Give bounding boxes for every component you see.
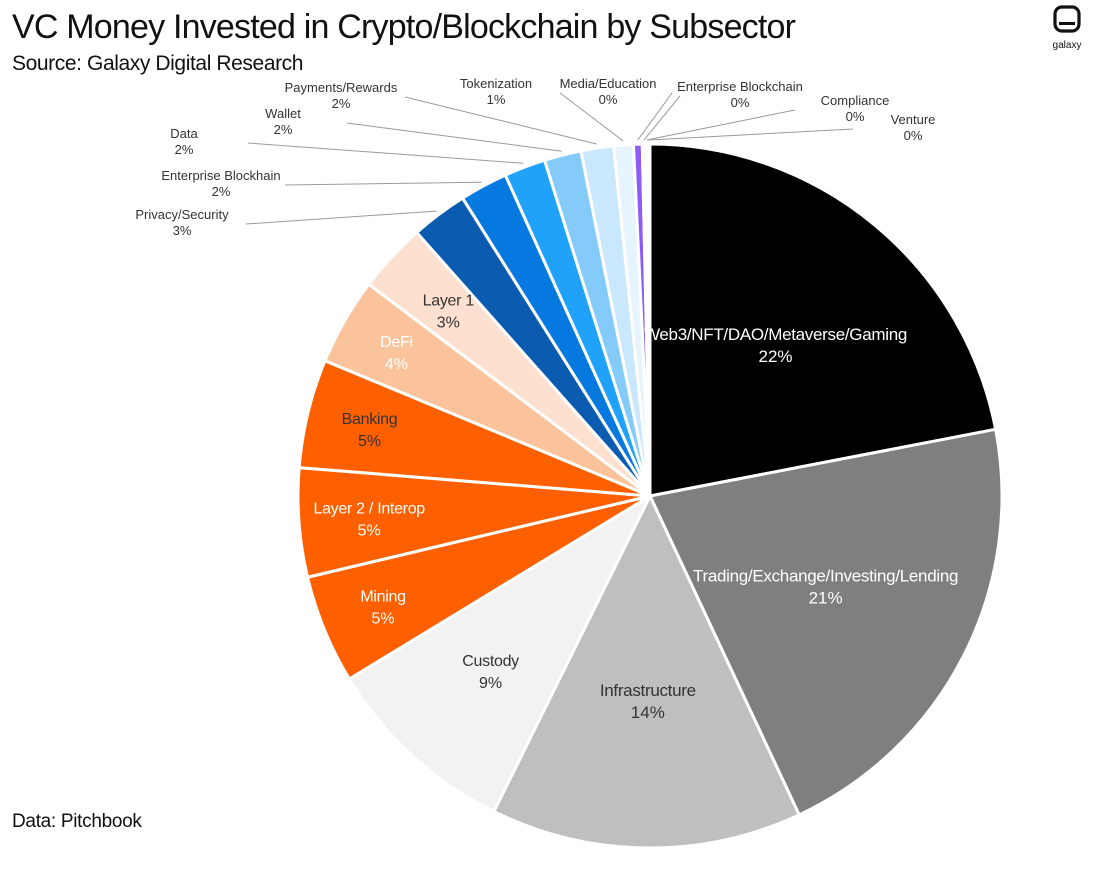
slice-label-media-education: Media/Education xyxy=(560,76,657,91)
slice-value-infrastructure: 14% xyxy=(631,703,665,722)
slice-label-defi: DeFi xyxy=(380,334,413,351)
slice-label-infrastructure: Infrastructure xyxy=(600,681,696,700)
slice-label-privacy-security: Privacy/Security xyxy=(135,207,229,222)
pie-slice-web3-nft-dao-metaverse-gaming xyxy=(648,142,998,498)
slice-value-payments-rewards: 2% xyxy=(332,96,351,111)
slice-label-tokenization: Tokenization xyxy=(460,76,532,91)
pie-slice-custody xyxy=(347,494,652,813)
slice-value-enterprise-blockhain: 2% xyxy=(212,184,231,199)
leader-line-data xyxy=(247,142,524,164)
slice-label-payments-rewards: Payments/Rewards xyxy=(285,80,398,95)
slice-value-venture: 0% xyxy=(904,128,923,143)
slice-value-wallet: 2% xyxy=(274,122,293,137)
pie-slice-venture xyxy=(646,142,652,498)
chart-subtitle: Source: Galaxy Digital Research xyxy=(12,52,304,75)
slice-label-layer-2-interop: Layer 2 / Interop xyxy=(313,500,425,517)
slice-label-enterprise-blockhain: Enterprise Blockhain xyxy=(161,168,280,183)
galaxy-logo: galaxy xyxy=(1050,4,1084,51)
slice-value-enterprise-blockchain: 0% xyxy=(731,95,750,110)
pie-slice-infrastructure xyxy=(492,494,801,850)
leader-line-privacy-security xyxy=(245,210,437,225)
leader-line-enterprise-blockhain xyxy=(284,181,482,186)
slice-label-custody: Custody xyxy=(462,653,519,670)
galaxy-logo-icon xyxy=(1053,5,1081,33)
slice-value-defi: 4% xyxy=(385,356,408,373)
leader-line-wallet xyxy=(346,122,562,152)
slice-label-layer-1: Layer 1 xyxy=(423,293,475,310)
slice-label-banking: Banking xyxy=(342,411,398,428)
slice-value-privacy-security: 3% xyxy=(173,223,192,238)
slice-label-mining: Mining xyxy=(360,589,405,606)
slice-label-compliance: Compliance xyxy=(821,93,890,108)
slice-value-layer-1: 3% xyxy=(437,315,460,332)
slice-value-layer-2-interop: 5% xyxy=(358,522,381,539)
slice-value-mining: 5% xyxy=(371,611,394,628)
leader-line-tokenization xyxy=(559,92,624,142)
slice-label-web3-nft-dao-metaverse-gaming: Web3/NFT/DAO/Metaverse/Gaming xyxy=(644,325,907,344)
slice-value-media-education: 0% xyxy=(599,92,618,107)
slice-value-tokenization: 1% xyxy=(487,92,506,107)
slice-value-banking: 5% xyxy=(358,433,381,450)
pie-slice-trading-exchange-investing-lending xyxy=(648,427,1004,817)
slice-value-data: 2% xyxy=(175,142,194,157)
leader-line-venture xyxy=(648,128,854,141)
slice-label-venture: Venture xyxy=(891,112,936,127)
leader-line-enterprise-blockchain xyxy=(643,95,681,141)
slice-label-trading-exchange-investing-lending: Trading/Exchange/Investing/Lending xyxy=(693,567,958,586)
leader-line-payments-rewards xyxy=(404,96,597,145)
data-source-note: Data: Pitchbook xyxy=(12,811,142,832)
slice-value-trading-exchange-investing-lending: 21% xyxy=(809,589,843,608)
slice-value-compliance: 0% xyxy=(846,109,865,124)
leader-line-compliance xyxy=(646,109,796,141)
slice-value-custody: 9% xyxy=(479,675,502,692)
slice-label-enterprise-blockchain: Enterprise Blockchain xyxy=(677,79,803,94)
leader-line-media-education xyxy=(637,92,673,141)
slice-label-data: Data xyxy=(170,126,198,141)
slice-value-web3-nft-dao-metaverse-gaming: 22% xyxy=(758,347,792,366)
slice-label-wallet: Wallet xyxy=(265,106,301,121)
chart-title: VC Money Invested in Crypto/Blockchain b… xyxy=(12,8,796,46)
logo-text: galaxy xyxy=(1052,40,1082,51)
